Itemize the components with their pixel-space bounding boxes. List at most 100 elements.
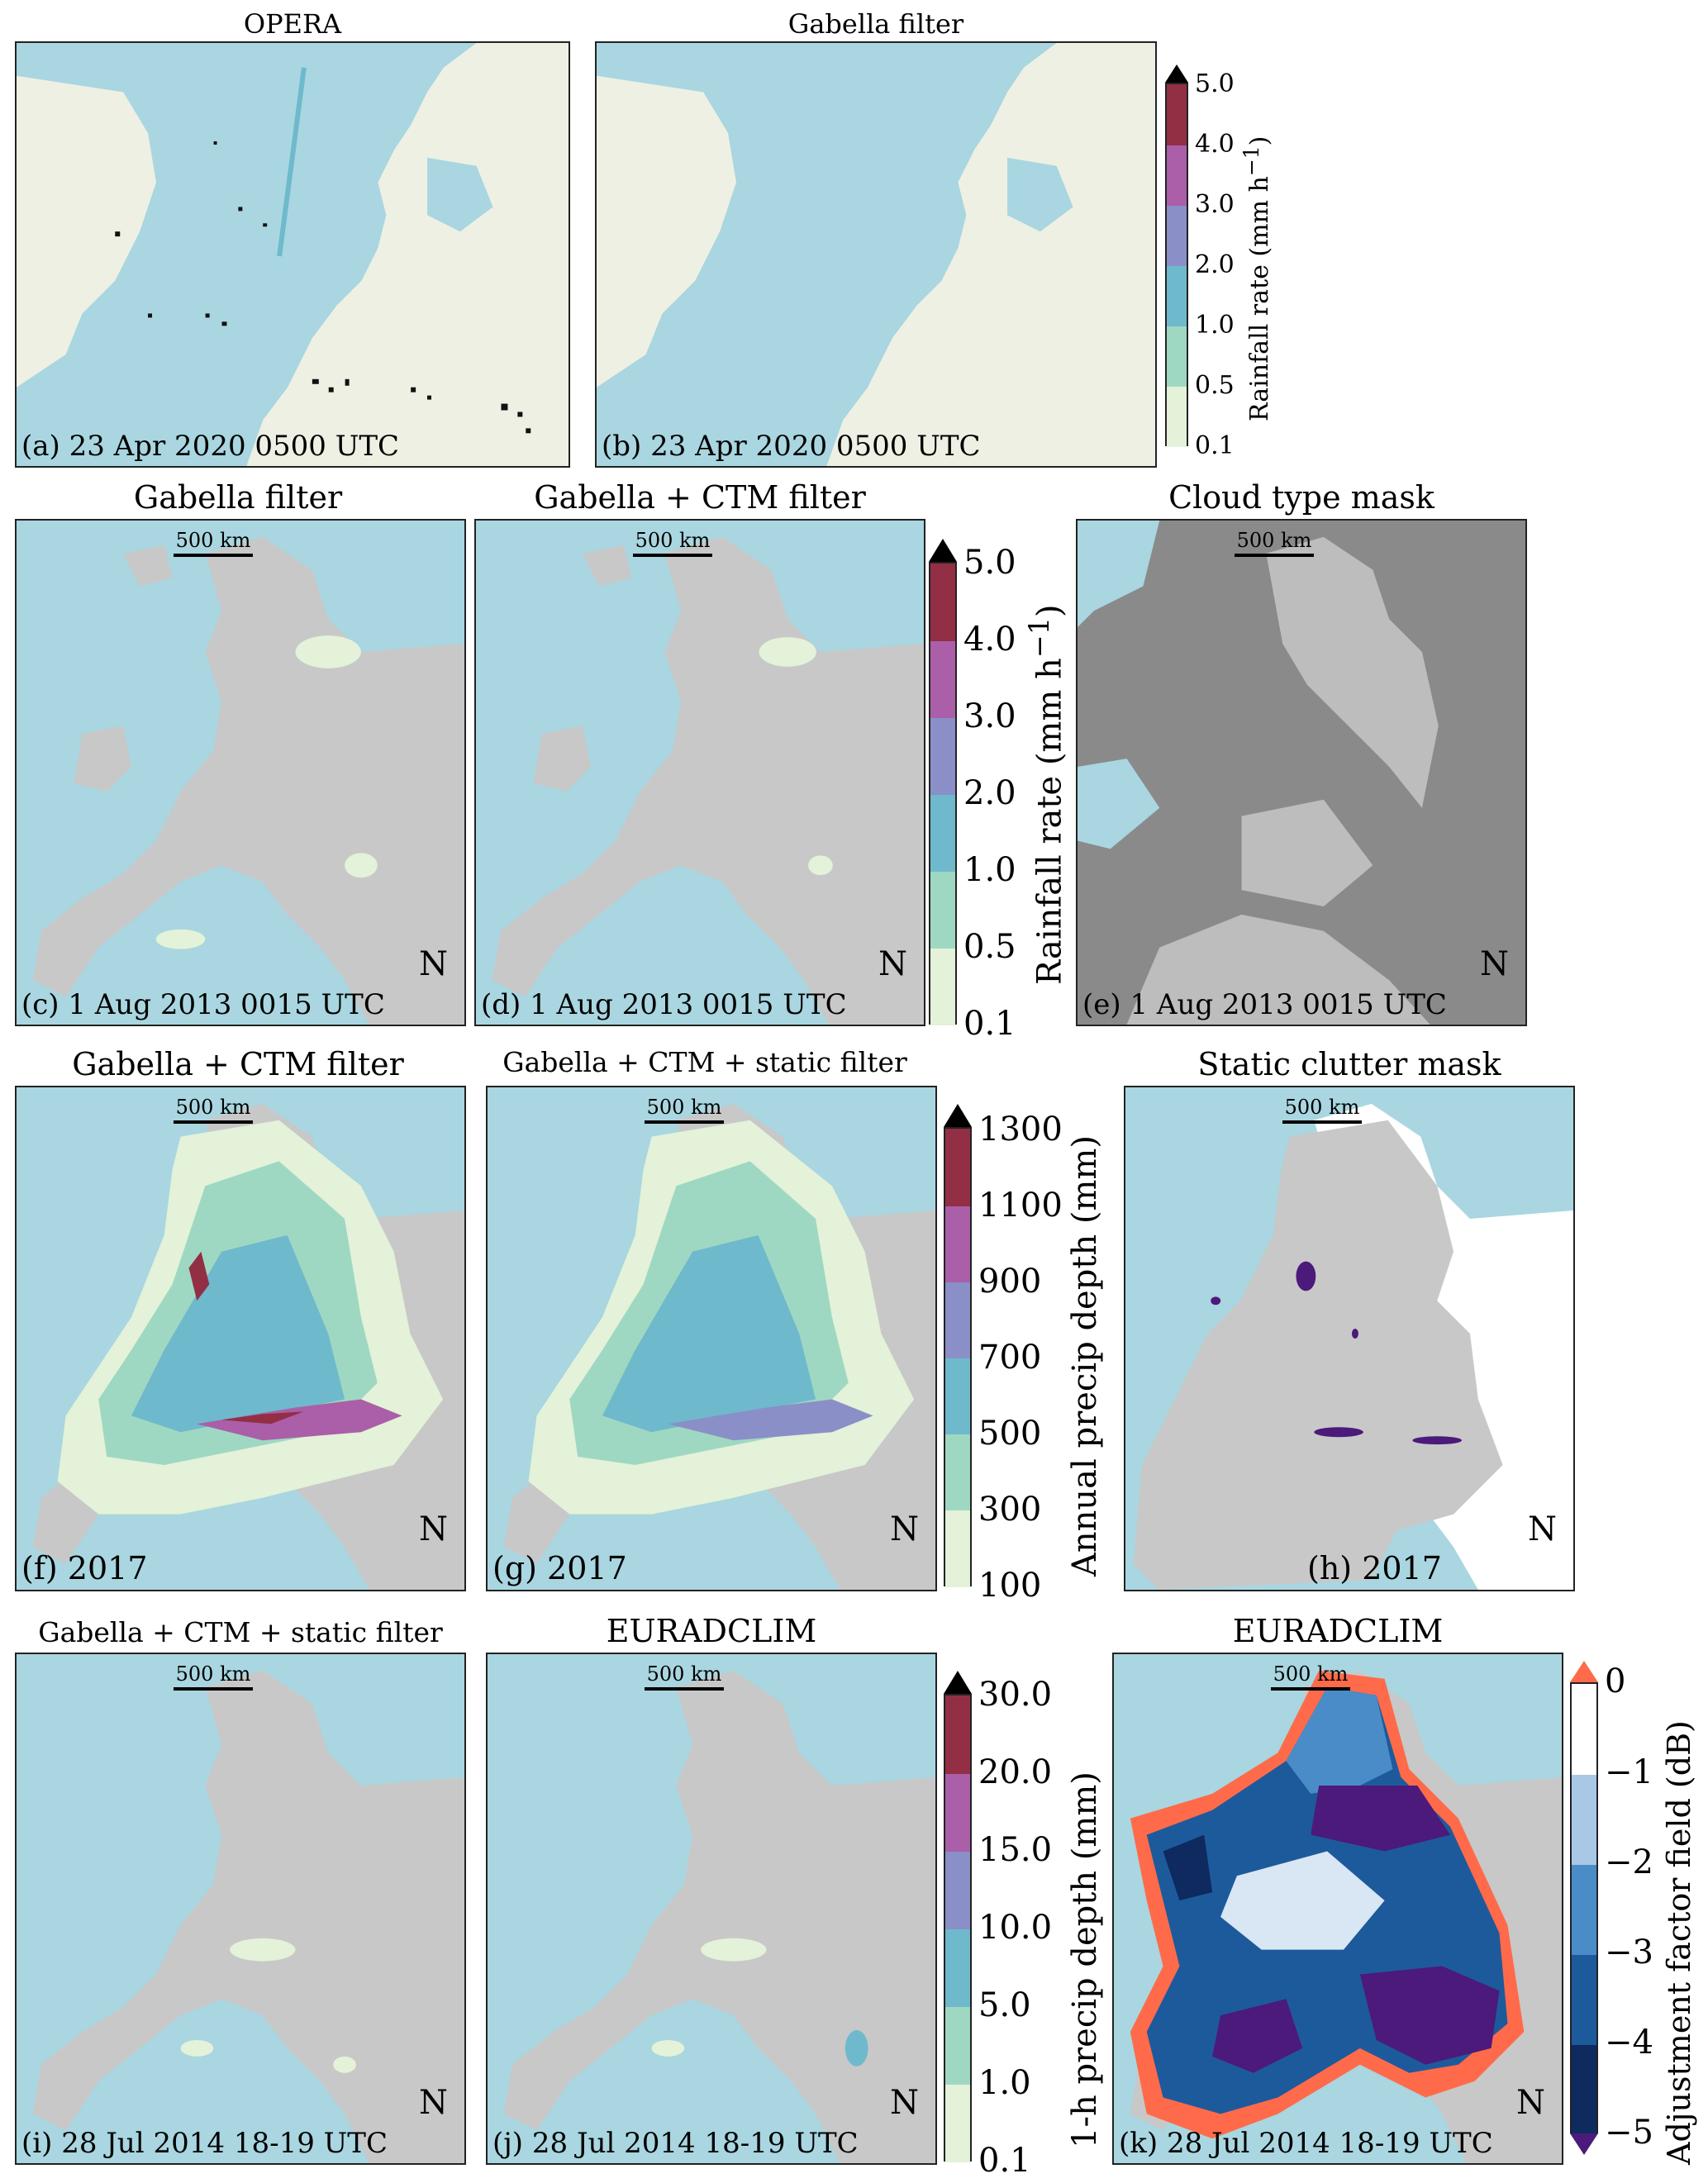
north-arrow-g: N — [890, 1510, 919, 1548]
north-arrow-k: N — [1516, 2084, 1545, 2122]
panel-g-map: 500 km N (g) 2017 — [486, 1086, 937, 1591]
scale-bar-d: 500 km — [633, 529, 712, 557]
panel-e-label: (e) 1 Aug 2013 0015 UTC — [1082, 988, 1447, 1021]
panel-i-map: 500 km N (i) 28 Jul 2014 18-19 UTC — [15, 1653, 466, 2165]
scale-bar-f: 500 km — [174, 1096, 253, 1124]
cb2-tick-6: 5.0 — [963, 544, 1016, 582]
cb4-tick-2: 5.0 — [978, 1986, 1031, 2024]
panel-f-label: (f) 2017 — [21, 1550, 148, 1586]
colorbar-row1 — [1165, 83, 1188, 447]
scale-bar-h: 500 km — [1282, 1096, 1362, 1124]
cloud-type-layer-e — [1078, 521, 1439, 1025]
adjustment-field-k — [1130, 1670, 1562, 2163]
scale-bar-i: 500 km — [174, 1662, 253, 1691]
panel-h-title: Static clutter mask — [1197, 1046, 1501, 1082]
cb1-tick-5: 4.0 — [1195, 130, 1235, 159]
panel-d-title: Gabella + CTM filter — [534, 479, 866, 516]
cb4-tick-4: 15.0 — [978, 1831, 1053, 1869]
cb3-tick-5: 1100 — [978, 1187, 1063, 1225]
cb1-tick-0: 0.1 — [1195, 431, 1235, 460]
cb3-tick-0: 100 — [978, 1567, 1042, 1605]
cb2-label: Rainfall rate (mm h−1) — [1023, 604, 1069, 985]
cb2-tick-1: 0.5 — [963, 928, 1016, 966]
panel-h-map: 500 km N (h) 2017 — [1124, 1086, 1575, 1591]
panel-i-title: Gabella + CTM + static filter — [38, 1616, 443, 1648]
colorbar-adjustment-bottom-arrow — [1570, 2133, 1598, 2155]
panel-b-title: Gabella filter — [787, 8, 964, 40]
colorbar-row3-arrow — [944, 1104, 972, 1127]
cb1-tick-4: 3.0 — [1195, 190, 1235, 219]
panel-k-map: 500 km N (k) 28 Jul 2014 18-19 UTC — [1112, 1653, 1563, 2165]
hourly-precip-j — [503, 1670, 935, 2163]
north-arrow-d: N — [878, 945, 907, 983]
colorbar-row4 — [944, 1694, 972, 2162]
panel-k-title: EURADCLIM — [1232, 1613, 1444, 1649]
scale-bar-e: 500 km — [1235, 529, 1314, 557]
panel-c-title: Gabella filter — [133, 479, 343, 516]
cb1-label: Rainfall rate (mm h−1) — [1239, 136, 1274, 421]
cb3-tick-1: 300 — [978, 1491, 1042, 1529]
panel-d-label: (d) 1 Aug 2013 0015 UTC — [481, 988, 847, 1021]
north-arrow-f: N — [419, 1510, 448, 1548]
cb5-tick-2: −3 — [1605, 1933, 1653, 1971]
panel-a-label: (a) 23 Apr 2020 0500 UTC — [21, 430, 400, 463]
colorbar-row3 — [944, 1127, 972, 1587]
cb4-tick-5: 20.0 — [978, 1753, 1053, 1791]
panel-a-map: (a) 23 Apr 2020 0500 UTC — [15, 41, 570, 468]
cb3-tick-6: 1300 — [978, 1111, 1063, 1149]
cb4-label: 1-h precip depth (mm) — [1066, 1772, 1104, 2148]
colorbar-adjustment — [1570, 1682, 1598, 2134]
north-arrow-i: N — [419, 2084, 448, 2122]
cb3-tick-2: 500 — [978, 1415, 1042, 1453]
north-arrow-c: N — [419, 945, 448, 983]
panel-a-title: OPERA — [243, 8, 342, 40]
scale-bar-c: 500 km — [174, 529, 253, 557]
panel-e-map: 500 km N (e) 1 Aug 2013 0015 UTC — [1076, 519, 1527, 1026]
cb2-tick-2: 1.0 — [963, 851, 1016, 889]
hourly-precip-i — [32, 1670, 464, 2163]
annual-precip-f — [32, 1103, 464, 1590]
panel-j-map: 500 km N (j) 28 Jul 2014 18-19 UTC — [486, 1653, 937, 2165]
north-arrow-h: N — [1528, 1510, 1557, 1548]
cb1-tick-6: 5.0 — [1195, 69, 1235, 98]
panel-c-label: (c) 1 Aug 2013 0015 UTC — [21, 988, 385, 1021]
cb2-tick-3: 2.0 — [963, 774, 1016, 812]
cb2-tick-4: 3.0 — [963, 697, 1016, 735]
panel-f-map: 500 km N (f) 2017 — [15, 1086, 466, 1591]
cb3-label: Annual precip depth (mm) — [1066, 1135, 1104, 1577]
scale-bar-k: 500 km — [1271, 1662, 1350, 1691]
colorbar-row2 — [929, 562, 957, 1025]
colorbar-row1-arrow — [1165, 64, 1188, 83]
osm-basemap-a — [17, 43, 569, 466]
scale-bar-g: 500 km — [645, 1096, 724, 1124]
annual-precip-g — [503, 1103, 935, 1590]
cb4-tick-0: 0.1 — [978, 2142, 1031, 2180]
colorbar-adjustment-top-arrow — [1570, 1661, 1598, 1682]
panel-k-label: (k) 28 Jul 2014 18-19 UTC — [1119, 2127, 1493, 2160]
north-arrow-j: N — [890, 2084, 919, 2122]
panel-e-title: Cloud type mask — [1168, 479, 1434, 516]
panel-i-label: (i) 28 Jul 2014 18-19 UTC — [21, 2127, 388, 2160]
cb3-tick-3: 700 — [978, 1339, 1042, 1377]
scale-bar-j: 500 km — [645, 1662, 724, 1691]
cb5-tick-5: 0 — [1605, 1662, 1626, 1700]
europe-land-d — [492, 536, 924, 1025]
panel-b-label: (b) 23 Apr 2020 0500 UTC — [602, 430, 981, 463]
panel-b-map: (b) 23 Apr 2020 0500 UTC — [595, 41, 1157, 468]
cb5-tick-3: −2 — [1605, 1843, 1653, 1881]
static-clutter-h — [1133, 1103, 1573, 1590]
panel-d-map: 500 km N (d) 1 Aug 2013 0015 UTC — [474, 519, 925, 1026]
panel-j-label: (j) 28 Jul 2014 18-19 UTC — [492, 2127, 859, 2160]
cb5-tick-1: −4 — [1605, 2024, 1653, 2062]
cb1-tick-1: 0.5 — [1195, 371, 1235, 400]
cb5-tick-0: −5 — [1605, 2114, 1653, 2152]
panel-c-map: 500 km N (c) 1 Aug 2013 0015 UTC — [15, 519, 466, 1026]
cb1-tick-3: 2.0 — [1195, 250, 1235, 279]
north-arrow-e: N — [1480, 945, 1509, 983]
panel-j-title: EURADCLIM — [606, 1613, 817, 1649]
colorbar-row4-arrow — [944, 1671, 972, 1694]
cb4-tick-6: 30.0 — [978, 1676, 1053, 1714]
cb4-tick-1: 1.0 — [978, 2064, 1031, 2102]
cb1-tick-2: 1.0 — [1195, 311, 1235, 340]
osm-basemap-b — [597, 43, 1155, 466]
